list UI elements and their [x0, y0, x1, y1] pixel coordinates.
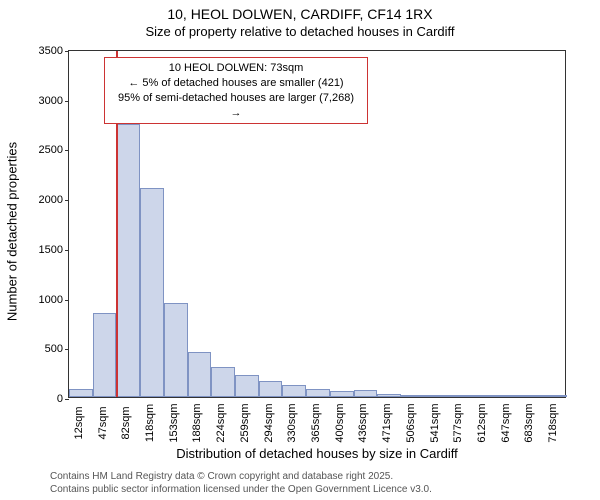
x-tick-label: 612sqm — [476, 403, 488, 442]
y-tick-label: 0 — [57, 393, 63, 405]
y-tick-label: 3500 — [39, 45, 63, 57]
y-tick-label: 3000 — [39, 95, 63, 107]
x-tick-label: 436sqm — [357, 403, 369, 442]
x-tick-label: 153sqm — [168, 403, 180, 442]
annotation-line: 95% of semi-detached houses are larger (… — [111, 91, 361, 121]
histogram-bar — [520, 395, 544, 397]
histogram-bar — [259, 381, 283, 397]
y-tick-label: 2000 — [39, 194, 63, 206]
y-tick-mark — [65, 200, 69, 201]
y-tick-mark — [65, 101, 69, 102]
y-tick-mark — [65, 349, 69, 350]
histogram-bar — [164, 303, 188, 397]
x-tick-label: 647sqm — [500, 403, 512, 442]
x-tick-label: 718sqm — [547, 403, 559, 442]
x-tick-label: 294sqm — [263, 403, 275, 442]
annotation-line: ← 5% of detached houses are smaller (421… — [111, 76, 361, 91]
histogram-bar — [330, 391, 354, 397]
x-tick-label: 365sqm — [310, 403, 322, 442]
annotation-line: 10 HEOL DOLWEN: 73sqm — [111, 61, 361, 76]
y-tick-mark — [65, 300, 69, 301]
x-tick-label: 12sqm — [73, 406, 85, 439]
x-tick-label: 471sqm — [381, 403, 393, 442]
histogram-bar — [543, 395, 567, 397]
footer-attribution: Contains HM Land Registry data © Crown c… — [50, 470, 432, 496]
x-tick-label: 188sqm — [191, 403, 203, 442]
y-tick-mark — [65, 51, 69, 52]
histogram-bar — [496, 395, 520, 397]
histogram-bar — [116, 124, 140, 397]
x-tick-label: 400sqm — [334, 403, 346, 442]
histogram-bar — [448, 395, 472, 397]
y-tick-label: 1500 — [39, 244, 63, 256]
x-tick-label: 259sqm — [239, 403, 251, 442]
chart-title-main: 10, HEOL DOLWEN, CARDIFF, CF14 1RX — [0, 0, 600, 22]
histogram-bar — [69, 389, 93, 397]
x-axis-label: Distribution of detached houses by size … — [68, 446, 566, 461]
x-tick-label: 541sqm — [429, 403, 441, 442]
y-tick-label: 500 — [45, 343, 63, 355]
x-tick-label: 506sqm — [405, 403, 417, 442]
histogram-bar — [140, 188, 164, 397]
x-tick-label: 47sqm — [97, 406, 109, 439]
x-tick-label: 118sqm — [144, 404, 156, 442]
y-tick-label: 1000 — [39, 294, 63, 306]
footer-line-2: Contains public sector information licen… — [50, 483, 432, 496]
y-tick-mark — [65, 399, 69, 400]
chart-title-sub: Size of property relative to detached ho… — [0, 22, 600, 39]
footer-line-1: Contains HM Land Registry data © Crown c… — [50, 470, 432, 483]
histogram-bar — [188, 352, 212, 397]
histogram-bar — [425, 395, 449, 397]
x-tick-label: 224sqm — [215, 403, 227, 442]
histogram-bar — [93, 313, 117, 398]
histogram-bar — [354, 390, 378, 397]
x-tick-label: 82sqm — [120, 406, 132, 439]
x-tick-label: 683sqm — [523, 403, 535, 442]
histogram-bar — [282, 385, 306, 397]
property-annotation: 10 HEOL DOLWEN: 73sqm← 5% of detached ho… — [104, 57, 368, 124]
histogram-bar — [472, 395, 496, 397]
histogram-bar — [211, 367, 235, 397]
y-tick-mark — [65, 250, 69, 251]
y-axis-label: Number of detached properties — [5, 132, 20, 332]
y-tick-mark — [65, 150, 69, 151]
histogram-bar — [235, 375, 259, 397]
x-tick-label: 577sqm — [452, 403, 464, 442]
histogram-bar — [377, 394, 401, 397]
x-tick-label: 330sqm — [286, 403, 298, 442]
histogram-bar — [401, 395, 425, 397]
histogram-bar — [306, 389, 330, 397]
y-tick-label: 2500 — [39, 144, 63, 156]
